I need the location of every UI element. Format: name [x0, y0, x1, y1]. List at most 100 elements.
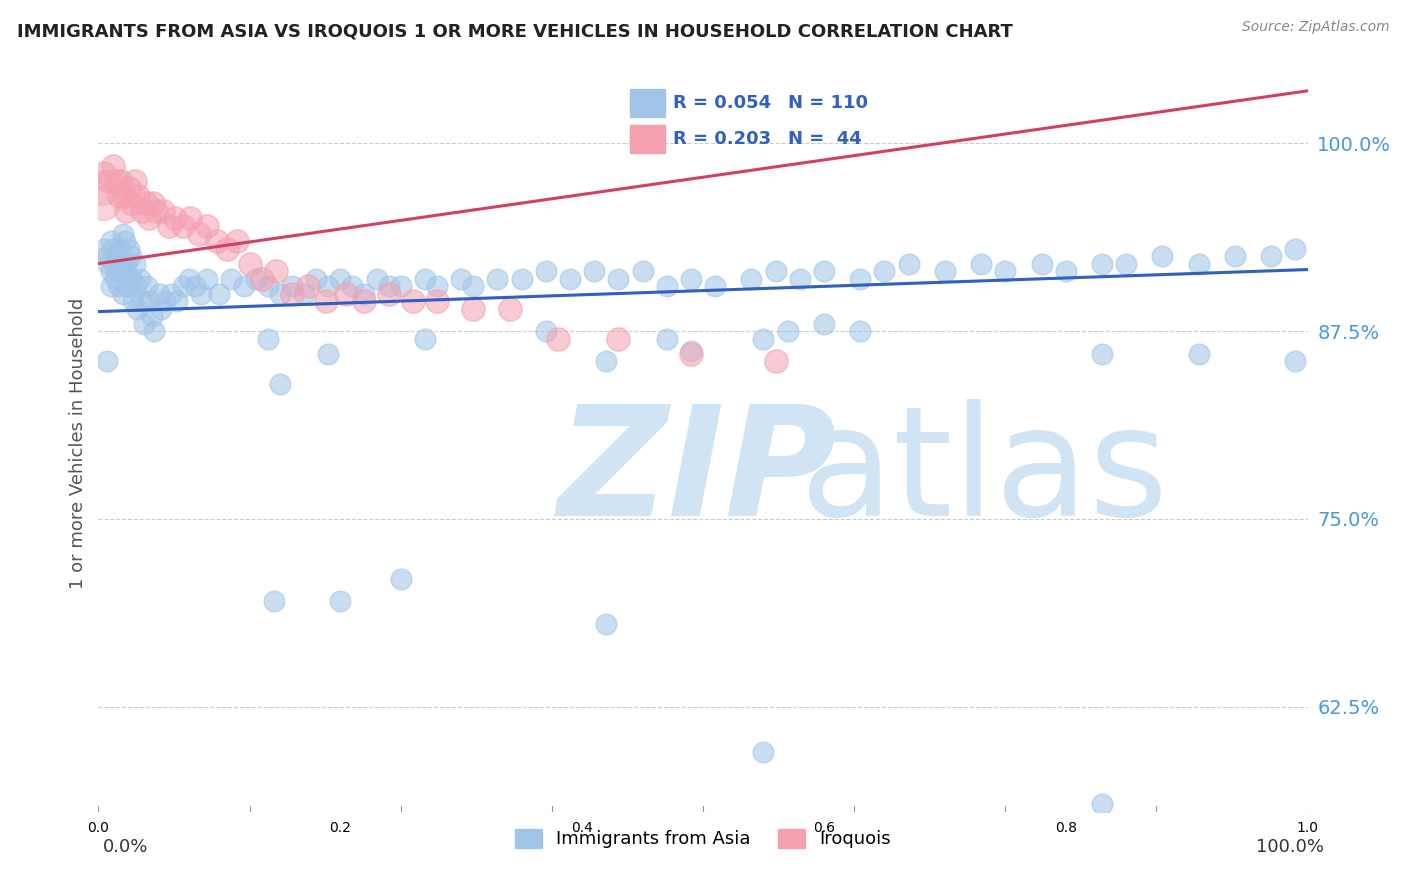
Point [152, 204, 174, 219]
Point [1188, 256, 1211, 270]
Point [897, 256, 920, 270]
Point [281, 286, 304, 301]
Point [534, 264, 557, 278]
Point [134, 317, 156, 331]
Point [389, 572, 412, 586]
Point [122, 294, 145, 309]
Point [377, 286, 399, 301]
Text: atlas: atlas [800, 399, 1168, 548]
Point [110, 174, 132, 188]
Point [305, 271, 328, 285]
Point [110, 264, 132, 278]
Point [463, 279, 485, 293]
Point [172, 279, 194, 293]
Point [125, 279, 148, 293]
Point [740, 271, 762, 285]
Point [335, 286, 357, 301]
Point [353, 294, 375, 309]
Point [172, 219, 194, 233]
Point [1223, 249, 1246, 263]
Point [103, 256, 125, 270]
Point [595, 354, 617, 368]
Point [558, 271, 581, 285]
Point [145, 204, 167, 219]
Point [101, 159, 124, 173]
Point [607, 332, 630, 346]
Point [157, 219, 180, 233]
Point [813, 317, 835, 331]
Point [450, 271, 472, 285]
Point [389, 279, 412, 293]
Point [120, 196, 142, 211]
Point [366, 271, 388, 285]
Point [101, 242, 124, 256]
Point [100, 234, 122, 248]
Point [510, 271, 533, 285]
Point [547, 332, 569, 346]
Point [143, 324, 166, 338]
Point [104, 271, 127, 285]
Point [498, 301, 520, 316]
Point [124, 174, 146, 188]
Point [263, 594, 285, 608]
Point [93, 242, 115, 256]
Point [765, 264, 787, 278]
Point [205, 234, 228, 248]
Point [108, 189, 131, 203]
Point [631, 264, 654, 278]
Text: Source: ZipAtlas.com: Source: ZipAtlas.com [1241, 20, 1389, 34]
Point [90, 181, 112, 195]
Point [655, 279, 678, 293]
Point [108, 279, 131, 293]
Point [413, 332, 436, 346]
Point [329, 271, 352, 285]
Point [148, 286, 170, 301]
Point [232, 279, 254, 293]
Point [752, 332, 775, 346]
Point [486, 271, 509, 285]
Point [138, 211, 160, 226]
Point [1152, 249, 1174, 263]
Point [208, 286, 231, 301]
Point [115, 256, 138, 270]
Legend: Immigrants from Asia, Iroquois: Immigrants from Asia, Iroquois [508, 822, 898, 855]
Point [184, 279, 207, 293]
Point [97, 256, 120, 270]
Point [426, 279, 449, 293]
Point [127, 189, 149, 203]
Point [105, 249, 128, 263]
Point [195, 271, 218, 285]
Point [105, 174, 128, 188]
Point [776, 324, 799, 338]
Point [765, 354, 787, 368]
Point [121, 271, 143, 285]
Point [789, 271, 811, 285]
Point [135, 196, 157, 211]
Point [315, 294, 337, 309]
Point [115, 204, 138, 219]
Point [163, 211, 186, 226]
Point [150, 301, 173, 316]
Point [297, 279, 319, 293]
Point [118, 181, 141, 195]
Point [679, 346, 702, 360]
Point [141, 309, 163, 323]
Point [111, 256, 134, 270]
Text: 100.0%: 100.0% [1257, 838, 1324, 856]
Point [138, 294, 160, 309]
Point [131, 294, 153, 309]
Point [245, 271, 267, 285]
Point [111, 227, 134, 241]
Point [873, 264, 896, 278]
Point [96, 249, 118, 263]
Point [124, 256, 146, 270]
Point [1188, 346, 1211, 360]
Point [655, 332, 678, 346]
Point [112, 189, 135, 203]
Point [135, 279, 157, 293]
Point [849, 324, 872, 338]
Point [111, 286, 134, 301]
Point [1091, 256, 1114, 270]
Point [118, 242, 141, 256]
Point [1115, 256, 1137, 270]
